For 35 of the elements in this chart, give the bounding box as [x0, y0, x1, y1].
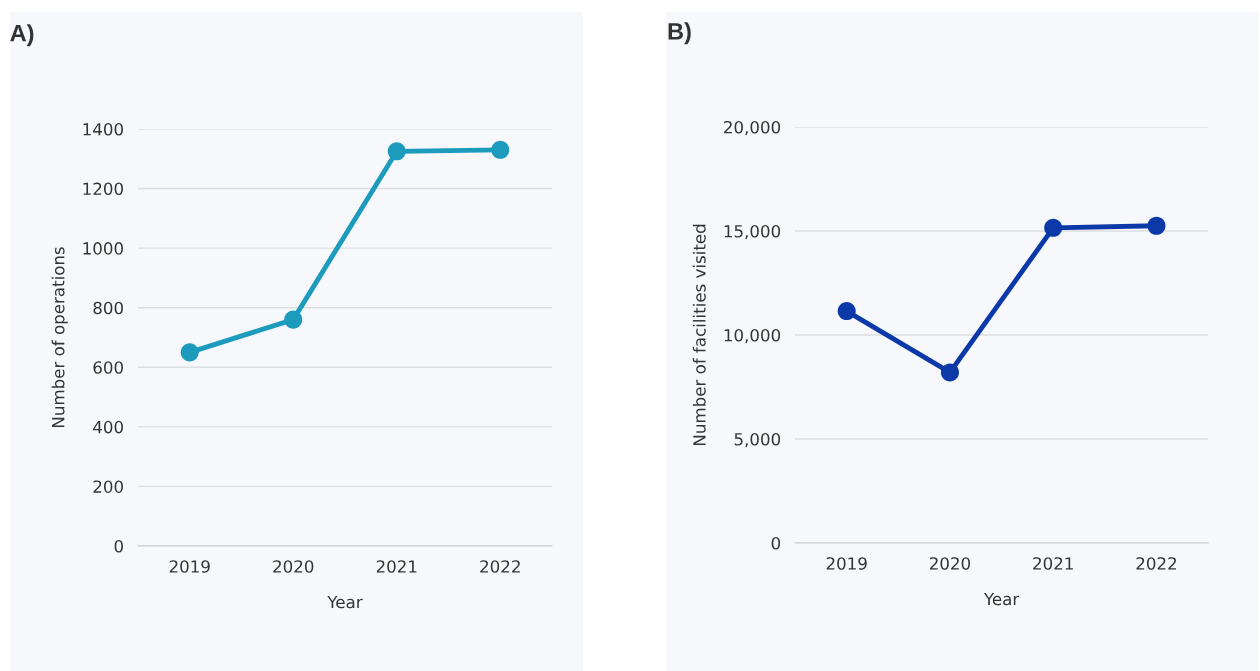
point — [387, 142, 406, 161]
x-axis-title: Year — [983, 592, 1020, 606]
point — [180, 343, 199, 362]
point — [284, 310, 303, 329]
y-tick-label: 600 — [93, 361, 123, 374]
x-tick-label: 2022 — [480, 560, 520, 573]
y-axis-title: Number of facilities visited — [692, 224, 706, 445]
y-tick-label: 1400 — [83, 122, 123, 136]
point — [940, 363, 959, 382]
chart-title: A) — [10, 24, 34, 47]
x-tick-label: 2021 — [376, 560, 417, 573]
x-tick-label: 2019 — [169, 560, 210, 573]
x-tick-label: 2019 — [826, 557, 867, 570]
y-tick-label: 15,000 — [724, 224, 781, 240]
y-tick-label: 5,000 — [734, 432, 781, 448]
chart-title: B) — [668, 22, 691, 45]
x-axis-title: Year — [327, 595, 363, 609]
point — [837, 302, 856, 321]
x-tick-label: 2022 — [1136, 557, 1176, 570]
x-tick-label: 2020 — [273, 560, 314, 573]
y-tick-label: 0 — [114, 539, 123, 553]
y-tick-label: 10,000 — [724, 328, 781, 344]
y-tick-label: 1200 — [83, 182, 123, 196]
point — [491, 140, 510, 159]
y-tick-label: 0 — [771, 536, 781, 550]
y-tick-label: 20,000 — [724, 120, 781, 136]
x-tick-label: 2021 — [1033, 557, 1073, 570]
y-tick-label: 1000 — [83, 242, 123, 255]
x-tick-label: 2020 — [929, 557, 971, 570]
y-axis-title: Number of operations — [51, 247, 68, 427]
y-tick-label: 200 — [93, 480, 123, 493]
y-tick-label: 800 — [93, 301, 123, 315]
point — [1147, 216, 1166, 235]
y-tick-label: 400 — [93, 420, 123, 434]
point — [1044, 218, 1063, 237]
